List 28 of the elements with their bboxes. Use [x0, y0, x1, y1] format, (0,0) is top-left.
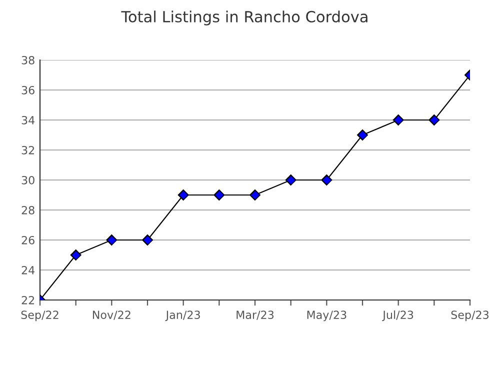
point [428, 114, 440, 126]
point [142, 234, 153, 246]
x-tick-label: May/23 [307, 310, 346, 322]
point [392, 114, 404, 126]
y-tick-label: 28 [22, 206, 34, 214]
x-tick-label: Mar/23 [236, 310, 274, 320]
x-tick-label: Jul/23 [382, 310, 414, 322]
y-tick-label: 36 [22, 86, 34, 94]
point [250, 190, 260, 200]
point [214, 190, 225, 200]
chart-title: Total Listings in Rancho Cordova [121, 10, 368, 26]
y-tick-label: 34 [22, 116, 35, 124]
x-tick-label: Nov/22 [92, 310, 130, 320]
y-tick-label: 32 [22, 146, 34, 154]
point [178, 190, 189, 200]
x-tick-label: Sep/22 [21, 310, 58, 322]
x-tick-label: Jan/23 [165, 310, 200, 322]
y-tick-label: 26 [22, 236, 34, 244]
x-tick-label: Sep/23 [451, 310, 489, 322]
point [106, 234, 118, 246]
point [70, 250, 82, 260]
y-tick-label: 24 [22, 266, 35, 274]
y-tick-label: 22 [22, 296, 34, 304]
y-tick-label: 30 [22, 176, 34, 184]
point [357, 130, 368, 140]
point [321, 174, 332, 186]
y-tick-label: 38 [22, 56, 34, 64]
point [285, 174, 296, 186]
